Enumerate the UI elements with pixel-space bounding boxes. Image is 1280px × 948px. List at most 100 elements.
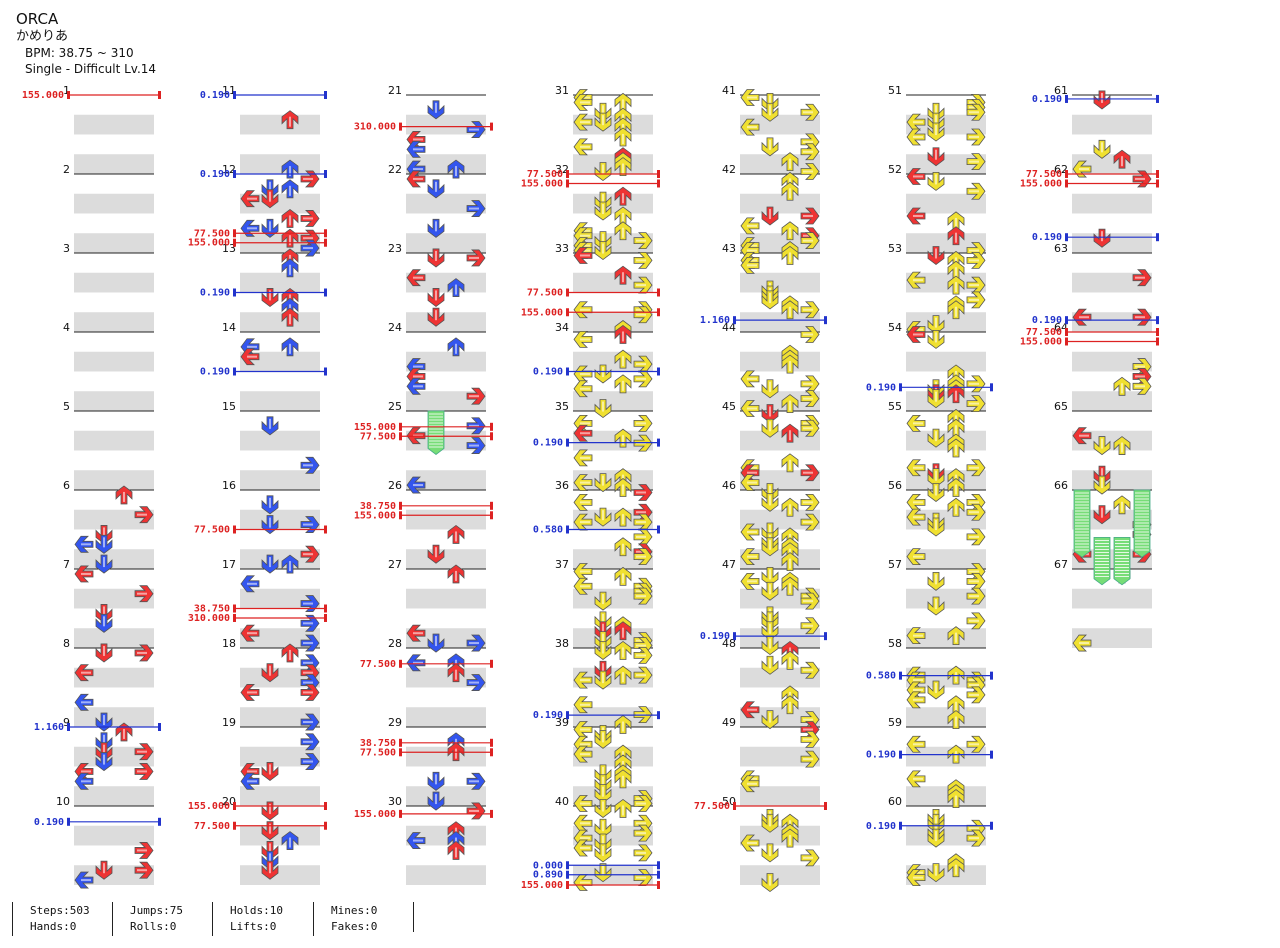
measure-stripe [240, 272, 320, 293]
step-arrow [906, 207, 926, 225]
arrow-shine [602, 594, 604, 605]
arrow-shine [622, 356, 624, 367]
arrow-shine [803, 140, 813, 143]
arrow-shine [602, 801, 604, 812]
step-arrow [240, 219, 260, 237]
step-arrow [614, 621, 632, 641]
step-arrow [740, 400, 760, 417]
arrow-shine [969, 466, 979, 469]
measure-number: 44 [722, 321, 736, 334]
bpm-marker-label: 155.000 [1020, 336, 1062, 347]
measure-36: 36 [555, 479, 653, 569]
arrow-shine [913, 333, 923, 336]
step-arrow [761, 873, 779, 893]
arrow-shine [636, 511, 646, 514]
step-arrow [427, 771, 445, 791]
arrow-shine [769, 292, 771, 303]
step-arrow [614, 206, 632, 226]
arrow-shine [969, 693, 979, 696]
step-arrow [740, 548, 760, 566]
measure-27: 27 [388, 558, 486, 648]
step-arrow [966, 291, 986, 309]
step-arrow [966, 528, 986, 546]
step-arrow [447, 663, 465, 683]
measure-stripe [406, 628, 486, 648]
measure-stripe [740, 667, 820, 688]
bpm-marker-label: 155.000 [354, 422, 396, 433]
step-arrow [594, 833, 612, 853]
measure-62: 62 [1054, 163, 1152, 253]
measure-stripe [740, 114, 820, 135]
step-arrow [781, 152, 799, 172]
step-arrow [761, 492, 779, 512]
measure-stripe [1072, 430, 1152, 451]
step-arrow [614, 640, 632, 660]
step-arrow [947, 858, 965, 878]
step-arrow [633, 355, 653, 373]
step-arrow [966, 395, 986, 412]
measure-number: 22 [388, 163, 402, 176]
step-arrow [281, 643, 299, 663]
bpm-marker: 155.000 [521, 880, 660, 891]
arrow-shine [103, 754, 105, 765]
measure-63: 63 [1054, 242, 1152, 332]
step-arrow [300, 733, 320, 751]
bpm-marker-cap [1156, 337, 1159, 346]
measure-number: 6 [63, 479, 70, 492]
bpm-marker-label: 77.500 [1026, 327, 1062, 338]
bpm-marker-cap [657, 881, 660, 889]
arrow-shine [969, 259, 979, 262]
arrow-shine [769, 421, 771, 432]
step-arrow [966, 503, 986, 521]
step-arrow [240, 684, 260, 701]
arrow-shine [580, 679, 590, 682]
arrow-shine [622, 163, 624, 174]
stat-rolls: Rolls:0 [130, 920, 177, 933]
arrow-shine [289, 649, 291, 660]
step-arrow [966, 587, 986, 605]
measure-number: 54 [888, 321, 902, 334]
step-arrow [406, 269, 426, 287]
arrow-shine [435, 181, 437, 192]
measure-48: 48 [722, 637, 820, 727]
step-arrow [573, 247, 593, 264]
measure-number: 30 [388, 795, 402, 808]
step-arrow [594, 364, 612, 384]
song-title: ORCA [16, 10, 59, 28]
step-arrow [594, 162, 612, 182]
step-arrow [134, 506, 154, 524]
measure-stripe [1072, 628, 1152, 648]
measure-number: 36 [555, 479, 569, 492]
measure-number: 59 [888, 716, 902, 729]
measure-stripe [740, 865, 820, 885]
arrow-shine [622, 272, 624, 283]
step-arrow [927, 172, 945, 191]
step-arrow [1093, 436, 1111, 456]
measure-number: 42 [722, 163, 736, 176]
bpm-marker-cap [399, 659, 402, 668]
measure-stripe [74, 825, 154, 846]
arrow-shine [1101, 438, 1103, 449]
stop-marker-cap [67, 817, 70, 826]
step-arrow [966, 276, 986, 294]
measure-stripe [74, 786, 154, 806]
arrow-shine [769, 845, 771, 856]
arrow-shine [303, 681, 313, 684]
step-arrow [906, 508, 926, 526]
step-arrow [300, 210, 320, 227]
arrow-shine [769, 712, 771, 723]
measure-stripe [1072, 114, 1152, 135]
measure-stripe [74, 549, 154, 569]
arrow-shine [622, 805, 624, 816]
bpm-marker-cap [399, 748, 402, 757]
stop-marker: 0.190 [200, 169, 327, 180]
bpm-marker-cap [324, 238, 327, 247]
step-arrow [261, 189, 279, 209]
bpm-marker-cap [324, 613, 327, 622]
bpm-marker: 155.000 [354, 510, 493, 521]
measure-number: 5 [63, 400, 70, 413]
step-arrow [614, 537, 632, 557]
arrow-shine [602, 732, 604, 743]
arrow-shine [602, 643, 604, 654]
arrow-shine [1079, 434, 1089, 437]
